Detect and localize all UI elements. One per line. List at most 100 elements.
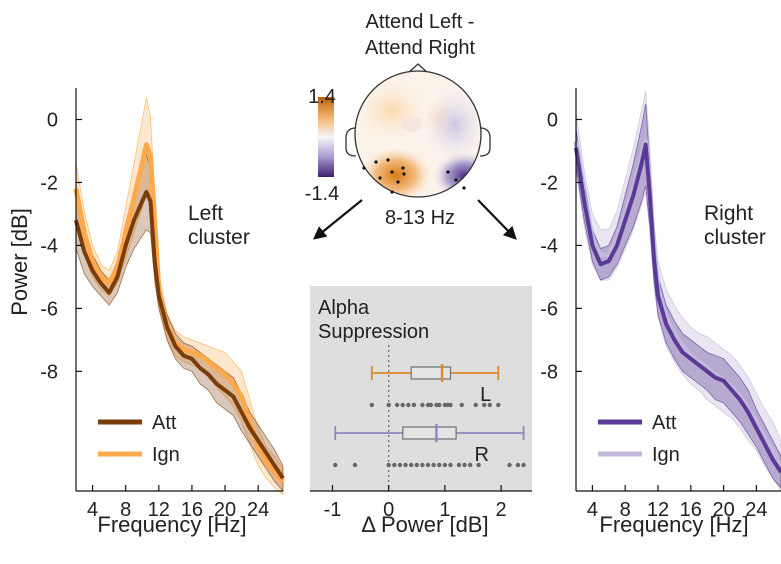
data-point-l [459,402,464,408]
inset-x-ticks: -1 0 1 2 [324,485,507,521]
data-point-l [411,402,417,408]
electrode-marker [462,186,466,190]
data-point-r [507,462,512,468]
text-line: Alpha [318,297,370,319]
inset-x-tick-label: 2 [496,499,507,521]
inset-title: Alpha Suppression [318,297,429,343]
head-right-ear [479,127,491,157]
electrode-marker [401,166,405,170]
left-band-att [75,152,284,493]
left-legend-label-ign: Ign [152,444,180,466]
topomap-panel: Attend Left - Attend Right 1.4 -1.4 8-13 … [305,11,517,240]
topomap-title: Attend Left - Attend Right [365,11,476,59]
right-x-tick-label: 4 [587,499,598,521]
right-legend: Att Ign [598,412,680,466]
left-cluster-panel: 4 8 12 16 20 24 0 -2 -4 -6 -8 Frequency [Hz] Powe… [7,88,285,537]
data-point-r [352,462,358,468]
data-point-l [482,402,487,408]
left-y-tick-label: -4 [40,235,58,257]
data-point-l [496,402,501,408]
left-x-tick-label: 20 [214,499,236,521]
data-point-r [408,462,414,468]
frequency-band-label: 8-13 Hz [385,207,455,229]
electrode-marker [378,176,382,180]
data-point-r [386,462,391,468]
boxplots: LR [333,364,526,468]
right-x-tick-label: 8 [620,499,631,521]
colorbar [318,97,334,177]
text-line: Attend Left - [366,11,475,33]
left-cluster-label: Left cluster [188,202,250,249]
left-y-tick-label: -2 [40,172,58,194]
left-y-tick-label: -6 [40,298,58,320]
text-line: Right [704,202,753,225]
data-point-r [333,462,338,468]
colorbar-min-label: -1.4 [305,183,339,205]
electrode-marker [386,158,390,162]
right-series-lines [573,139,781,474]
box-label-r: R [474,444,488,466]
data-point-l [448,402,453,408]
right-x-ticks: 4 8 12 16 20 24 [587,485,768,521]
text-line: cluster [188,226,250,249]
inset-x-tick-label: 1 [439,499,450,521]
data-point-r [462,462,467,468]
electrode-marker [446,170,450,174]
data-point-r [403,462,408,468]
right-y-tick-label: 0 [547,109,558,131]
right-y-tick-label: -8 [540,361,558,383]
data-point-r [437,462,442,468]
text-line: Left [188,202,223,225]
data-point-r [392,462,397,468]
electrode-marker [396,180,400,184]
right-x-tick-label: 12 [647,499,669,521]
data-point-r [420,462,425,468]
right-y-ticks: 0 -2 -4 -6 -8 [540,109,582,383]
electrode-cluster-markers [362,158,466,194]
text-line: Attend Right [365,37,476,59]
data-point-l [369,402,375,408]
text-line: cluster [704,226,766,249]
right-band-att [575,103,781,489]
data-point-r [515,462,521,468]
colorbar-max-label: 1.4 [308,86,336,108]
right-x-tick-label: 16 [680,499,702,521]
right-cluster-panel: 4 8 12 16 20 24 0 -2 -4 -6 -8 Frequency [Hz] Righ… [540,88,781,537]
left-y-ticks: 0 -2 -4 -6 -8 [40,109,82,383]
data-point-l [428,402,434,408]
arrow-right [477,199,517,240]
left-x-tick-label: 16 [181,499,203,521]
arrow-left [312,199,363,240]
right-legend-label-att: Att [652,412,677,434]
data-point-r [456,462,462,468]
data-point-l [473,402,478,408]
data-point-r [521,462,526,468]
left-series-lines [73,142,285,484]
electrode-marker [362,166,366,170]
right-legend-label-ign: Ign [652,444,680,466]
data-point-l [386,402,391,408]
left-x-tick-label: 8 [120,499,131,521]
electrode-marker [454,178,458,182]
left-y-axis-label: Power [dB] [7,208,32,316]
data-point-r [397,462,403,468]
right-confidence-bands [575,91,781,492]
alpha-suppression-panel: Alpha Suppression LR -1 0 1 2 Δ Power [dB] [310,286,532,537]
left-x-ticks: 4 8 12 16 20 24 [87,485,269,521]
right-y-tick-label: -4 [540,235,558,257]
data-point-r [442,462,448,468]
data-point-r [431,462,436,468]
left-x-tick-label: 24 [247,499,269,521]
data-point-l [487,402,493,408]
text-line: Suppression [318,321,429,343]
right-x-tick-label: 20 [712,499,734,521]
left-y-tick-label: -8 [40,361,58,383]
left-x-tick-label: 12 [148,499,170,521]
electrode-marker [390,190,394,194]
head-outline [354,70,482,198]
data-point-l [400,402,405,408]
data-point-r [414,462,419,468]
box-iqr-l [410,366,452,380]
right-band-ign [575,91,781,492]
